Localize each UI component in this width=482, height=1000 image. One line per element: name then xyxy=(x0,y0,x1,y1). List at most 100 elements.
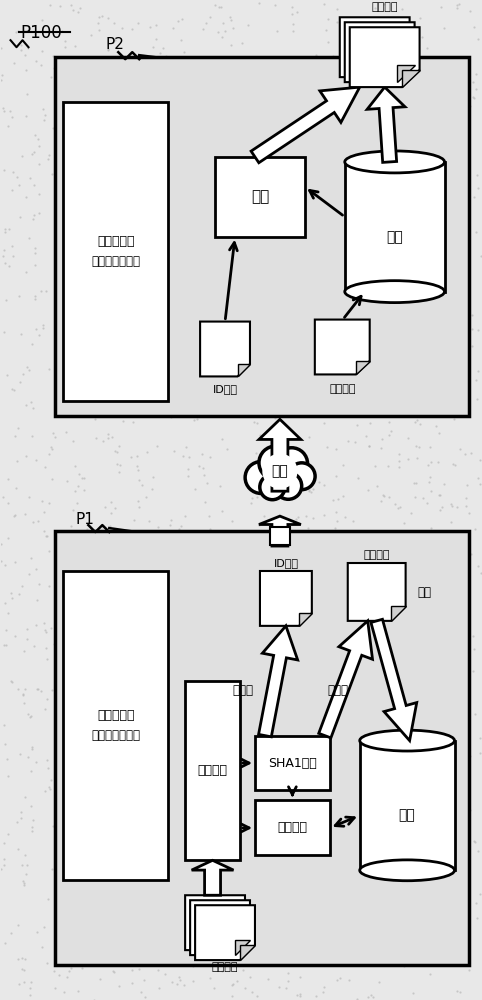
Point xyxy=(161,404,169,420)
Point xyxy=(125,175,133,191)
Point xyxy=(361,307,368,323)
Point xyxy=(361,912,368,928)
Point xyxy=(186,394,193,410)
Point xyxy=(201,935,208,951)
Point xyxy=(124,394,132,410)
Point xyxy=(165,229,173,245)
Point xyxy=(402,294,409,310)
Point xyxy=(134,95,141,111)
Point xyxy=(37,683,45,699)
Point xyxy=(0,553,5,569)
Point xyxy=(186,656,193,672)
Point xyxy=(377,754,385,770)
Point xyxy=(20,643,28,659)
Point xyxy=(241,796,248,812)
Point xyxy=(181,926,188,942)
Point xyxy=(9,164,16,180)
Point xyxy=(352,262,360,278)
Point xyxy=(45,779,53,795)
Point xyxy=(116,392,124,408)
Point xyxy=(0,637,8,653)
Point xyxy=(154,962,162,978)
Point xyxy=(456,557,464,573)
Point xyxy=(343,719,350,735)
Point xyxy=(275,800,283,816)
Point xyxy=(319,141,327,157)
Point xyxy=(215,833,223,849)
Point xyxy=(416,781,424,797)
Point xyxy=(320,556,328,572)
Point xyxy=(333,972,341,988)
Point xyxy=(129,923,136,939)
Point xyxy=(180,44,187,60)
Point xyxy=(149,469,157,485)
Point xyxy=(275,979,282,995)
Point xyxy=(7,585,15,601)
Point xyxy=(73,794,80,810)
Point xyxy=(28,819,36,835)
Point xyxy=(232,226,240,242)
Point xyxy=(320,477,328,493)
Point xyxy=(411,341,418,357)
Point xyxy=(8,674,15,690)
Point xyxy=(385,414,393,430)
Point xyxy=(297,911,305,927)
Point xyxy=(201,494,209,510)
Point xyxy=(269,853,277,869)
Point xyxy=(282,980,290,996)
Point xyxy=(188,851,196,867)
Point xyxy=(266,728,274,744)
Point xyxy=(247,470,254,486)
Point xyxy=(36,138,43,154)
Point xyxy=(66,689,74,705)
Point xyxy=(375,737,382,753)
Point xyxy=(225,794,233,810)
Polygon shape xyxy=(259,516,301,546)
Point xyxy=(105,890,112,906)
Point xyxy=(321,415,328,431)
Point xyxy=(224,873,231,889)
Point xyxy=(97,215,105,231)
Point xyxy=(409,912,416,928)
Point xyxy=(291,481,299,497)
Point xyxy=(410,670,417,686)
Point xyxy=(76,697,84,713)
Point xyxy=(237,240,245,256)
Point xyxy=(132,345,140,361)
Point xyxy=(25,566,32,582)
Point xyxy=(474,180,482,196)
Point xyxy=(274,842,282,858)
Point xyxy=(142,489,150,505)
Point xyxy=(0,162,8,178)
Point xyxy=(365,13,373,29)
Point xyxy=(253,489,261,505)
Point xyxy=(60,900,67,916)
Point xyxy=(385,279,392,295)
Point xyxy=(217,284,225,300)
Point xyxy=(361,260,369,276)
Point xyxy=(301,904,309,920)
Point xyxy=(46,361,54,377)
Point xyxy=(289,298,296,314)
Point xyxy=(92,644,100,660)
Point xyxy=(74,109,81,125)
Point xyxy=(74,4,82,20)
Point xyxy=(300,693,308,709)
Point xyxy=(206,9,214,25)
Point xyxy=(226,212,234,228)
Point xyxy=(447,314,455,330)
Point xyxy=(282,421,290,437)
Point xyxy=(428,377,436,393)
Point xyxy=(256,134,264,150)
Point xyxy=(426,474,433,490)
Point xyxy=(268,261,275,277)
Point xyxy=(369,802,377,818)
Point xyxy=(454,321,461,337)
Point xyxy=(448,862,455,878)
Point xyxy=(0,595,8,611)
Point xyxy=(285,325,293,341)
Point xyxy=(362,211,370,227)
Point xyxy=(77,505,84,521)
Point xyxy=(130,189,138,205)
Point xyxy=(217,598,225,614)
